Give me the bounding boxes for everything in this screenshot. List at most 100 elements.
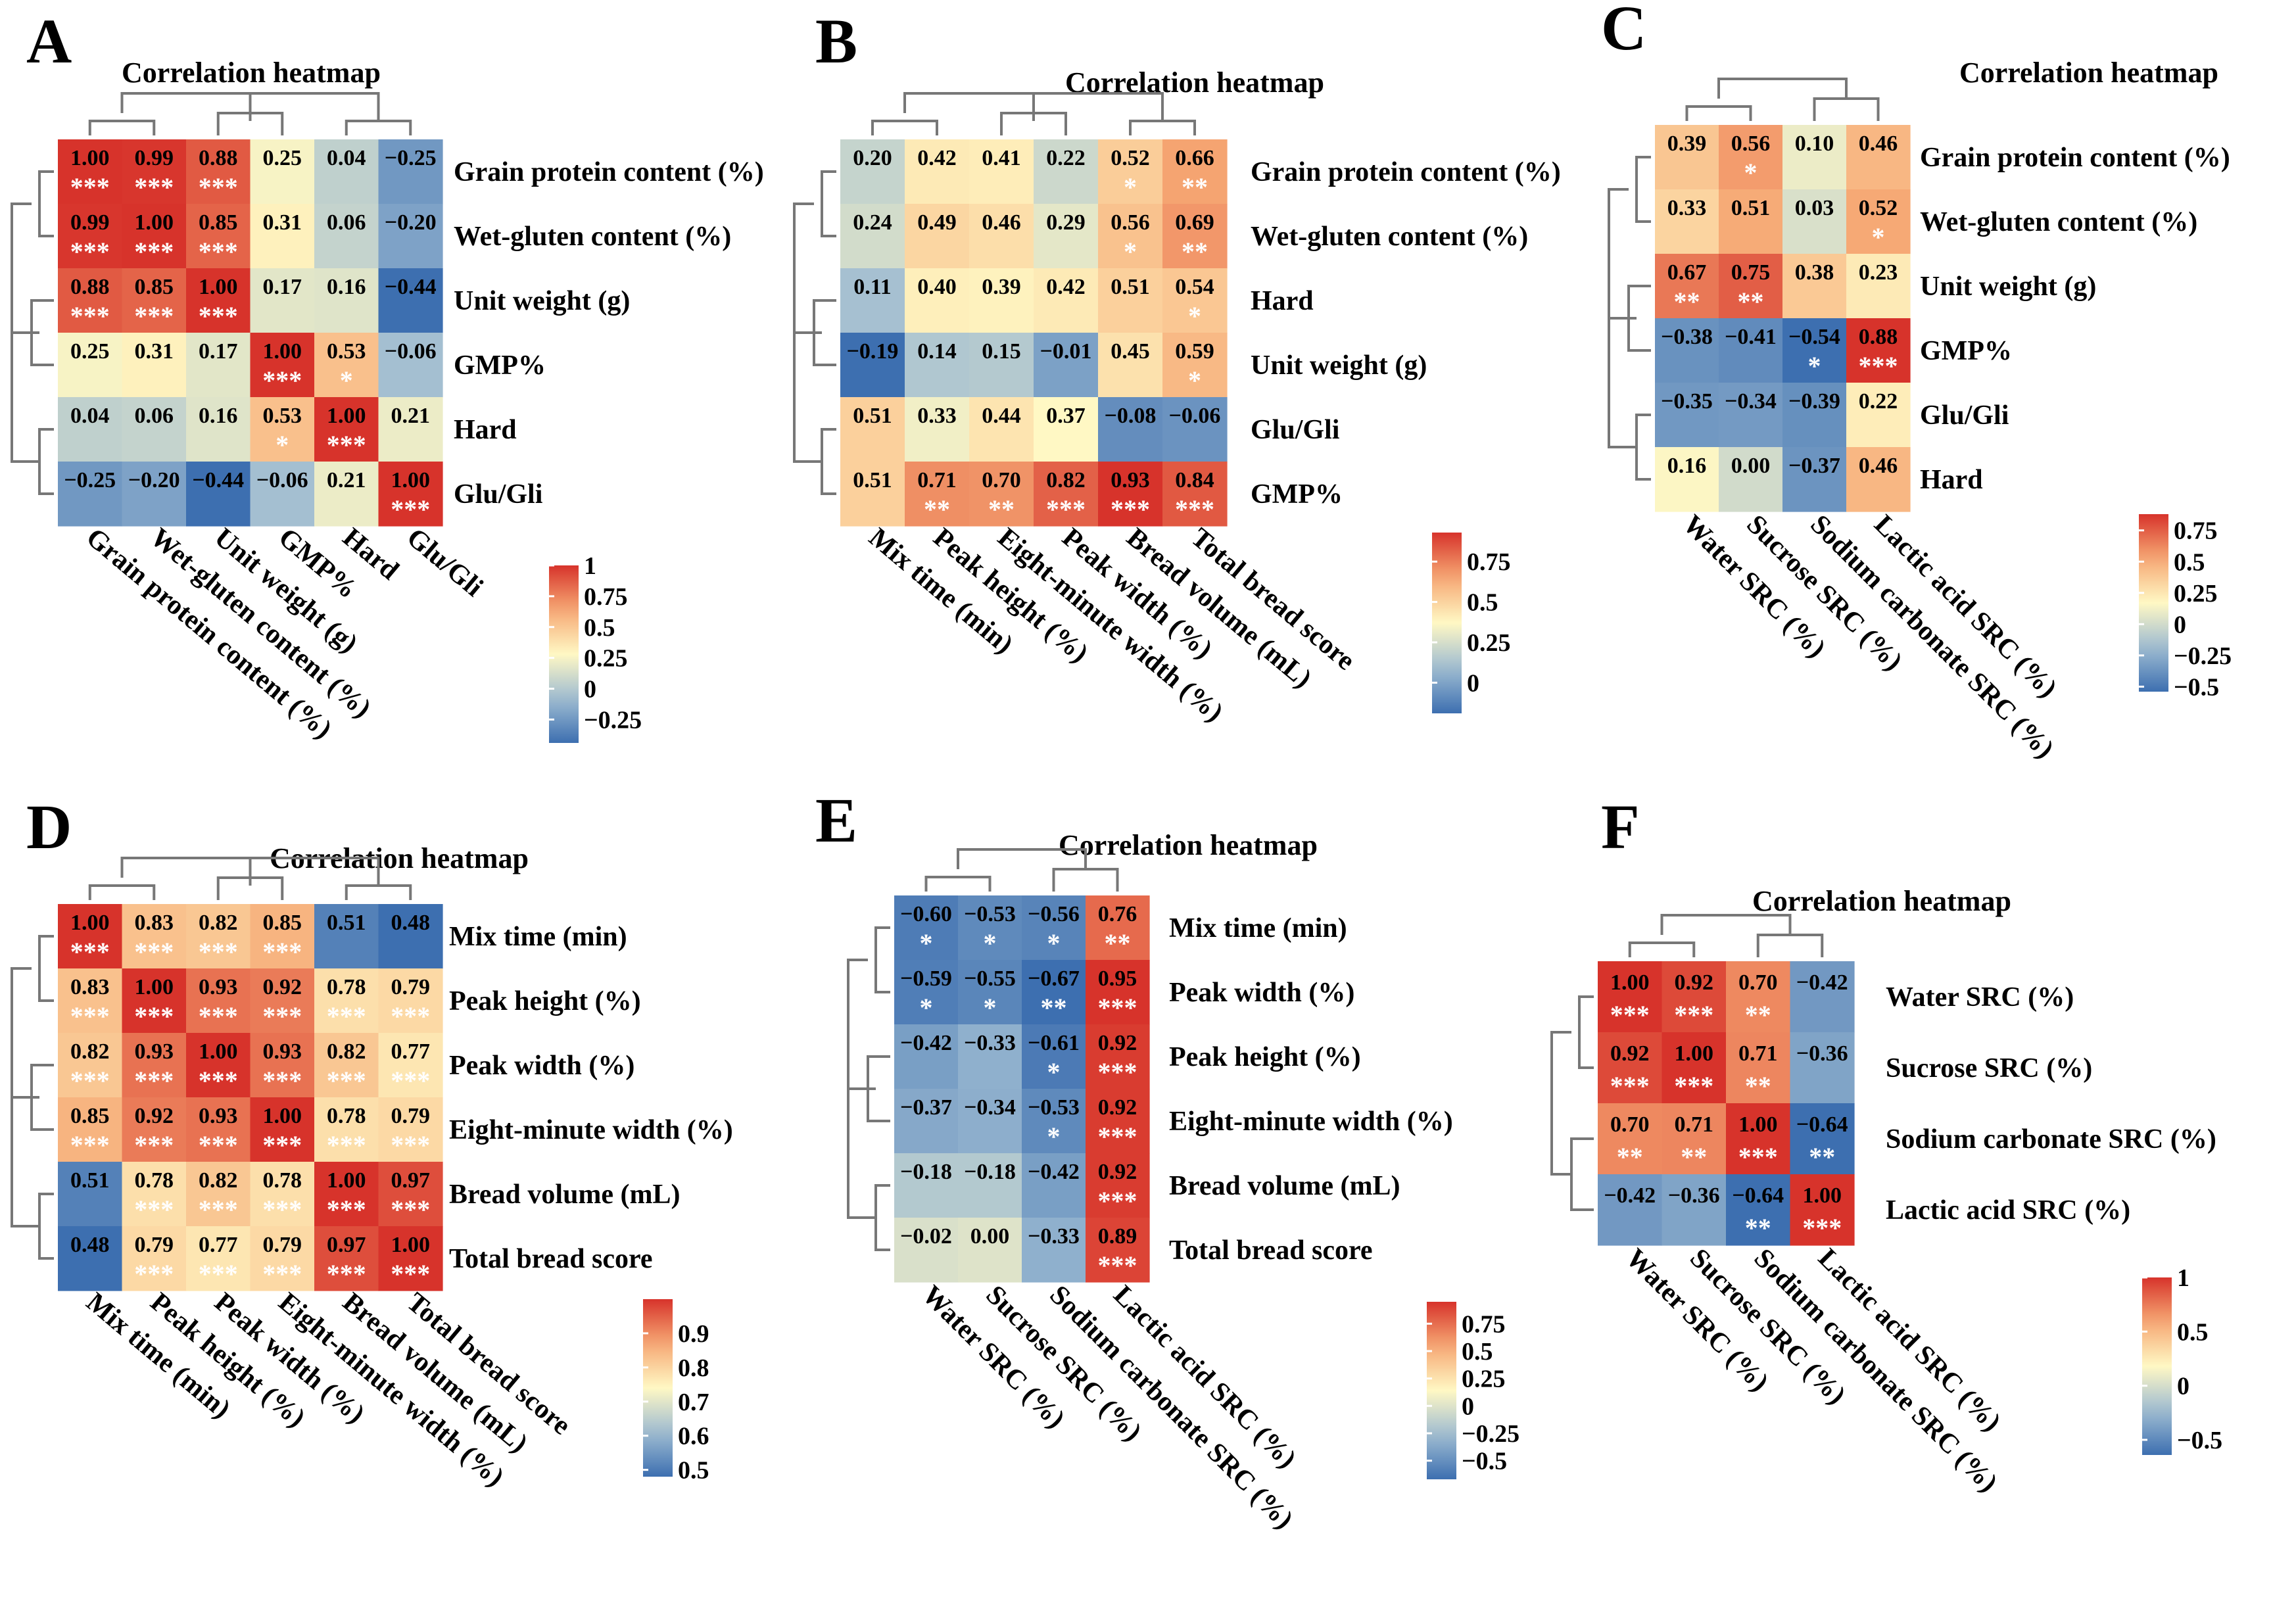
significance-stars: ** xyxy=(1182,237,1208,266)
cell-value-label: −0.64 xyxy=(1796,1112,1848,1137)
dendrogram-branch xyxy=(88,120,156,135)
cell-value-label: 0.11 xyxy=(853,275,892,299)
significance-stars: *** xyxy=(1046,494,1086,524)
dendrogram xyxy=(11,92,412,495)
heatmap-cell xyxy=(1034,333,1099,398)
significance-stars: *** xyxy=(262,937,302,966)
cell-value-label: −0.35 xyxy=(1661,389,1713,414)
cell-value-label: −0.06 xyxy=(1169,404,1221,428)
chart-title: Correlation heatmap xyxy=(1959,57,2218,89)
heatmap-cell xyxy=(958,1153,1022,1218)
row-label: Total bread score xyxy=(1169,1235,1373,1266)
significance-stars: *** xyxy=(134,1195,174,1224)
cell-value-label: 0.24 xyxy=(853,210,892,235)
row-label: Eight-minute width (%) xyxy=(1169,1107,1453,1137)
cell-value-label: 0.97 xyxy=(327,1233,366,1257)
legend-tick-label: 0.5 xyxy=(2174,548,2205,576)
panel-letter: A xyxy=(26,6,72,76)
significance-stars: ** xyxy=(1809,1142,1835,1172)
heatmap-cell xyxy=(250,1226,315,1291)
column-label: Sodium carbonate SRC (%) xyxy=(1748,1243,2003,1498)
legend-tick-label: 0 xyxy=(584,676,596,703)
heatmap-cell xyxy=(1790,1174,1855,1246)
heatmap-cell xyxy=(1022,1024,1086,1089)
cell-value-label: 0.70 xyxy=(1738,970,1778,995)
heatmap-cell xyxy=(894,960,959,1025)
row-label: Unit weight (g) xyxy=(454,286,630,316)
cell-value-label: 0.77 xyxy=(391,1039,431,1064)
cell-value-label: 0.40 xyxy=(917,275,957,299)
heatmap-cell xyxy=(378,1226,443,1291)
heatmap-cell xyxy=(894,1024,959,1089)
significance-stars: *** xyxy=(327,430,366,460)
chart-title: Correlation heatmap xyxy=(122,57,381,89)
cell-value-label: 0.23 xyxy=(1859,260,1898,285)
dendrogram-branch xyxy=(345,120,412,135)
heatmap-cell xyxy=(58,1097,123,1162)
heatmap-cell xyxy=(58,1226,123,1291)
row-label: Total bread score xyxy=(449,1244,653,1274)
heatmap-cell xyxy=(969,268,1034,333)
heatmap-cell xyxy=(905,333,970,398)
heatmap-cell xyxy=(58,268,123,333)
cell-value-label: 0.52 xyxy=(1859,196,1898,220)
heatmap-cell xyxy=(958,960,1022,1025)
heatmap-cell xyxy=(1098,139,1163,204)
heatmap-cell xyxy=(1162,397,1228,462)
cell-value-label: −0.42 xyxy=(1796,970,1848,995)
cell-value-label: −0.42 xyxy=(1604,1183,1656,1208)
heatmap-cell xyxy=(1846,383,1911,448)
cell-value-label: 0.03 xyxy=(1795,196,1834,220)
significance-stars: *** xyxy=(327,1001,366,1031)
cell-value-label: −0.18 xyxy=(964,1160,1016,1184)
cell-value-label: 1.00 xyxy=(263,339,302,364)
cell-value-label: 0.00 xyxy=(1731,454,1771,478)
cell-value-label: 0.48 xyxy=(70,1233,110,1257)
dendrogram-branch xyxy=(903,92,1035,113)
heatmap-cell xyxy=(1598,1103,1663,1175)
heatmap-cell xyxy=(894,1153,959,1218)
row-label: Hard xyxy=(1920,465,1983,495)
heatmap-cell xyxy=(1719,447,1783,512)
row-label: Grain protein content (%) xyxy=(1251,157,1561,187)
legend-tick-label: 0.6 xyxy=(678,1423,709,1450)
dendrogram-branch xyxy=(345,884,412,900)
cell-value-label: 0.21 xyxy=(391,404,431,428)
dendrogram-branch xyxy=(1578,995,1594,1069)
heatmap-cell xyxy=(186,268,251,333)
heatmap-cell xyxy=(1034,268,1099,333)
dendrogram-branch xyxy=(1635,414,1651,481)
significance-stars: *** xyxy=(391,1195,430,1224)
heatmap-cell xyxy=(905,397,970,462)
cell-value-label: 0.04 xyxy=(327,146,366,170)
significance-stars: ** xyxy=(1105,928,1131,958)
legend-tick-label: 0.5 xyxy=(2177,1318,2209,1346)
cell-value-label: −0.36 xyxy=(1796,1041,1848,1066)
heatmap-cell xyxy=(314,397,379,462)
cell-value-label: 1.00 xyxy=(1675,1041,1714,1066)
cell-value-label: 0.92 xyxy=(1675,970,1714,995)
heatmap-cell xyxy=(314,1097,379,1162)
row-label: Sucrose SRC (%) xyxy=(1886,1053,2092,1084)
cell-value-label: −0.02 xyxy=(900,1224,952,1249)
dendrogram-branch xyxy=(1608,188,1629,320)
significance-stars: ** xyxy=(1674,287,1700,316)
significance-stars: * xyxy=(1188,366,1201,395)
heatmap-cell xyxy=(186,1097,251,1162)
cell-value-label: 0.77 xyxy=(199,1233,238,1257)
significance-stars: *** xyxy=(199,301,238,331)
dendrogram-branch xyxy=(793,202,814,334)
heatmap-cell xyxy=(1662,1174,1727,1246)
heatmap-cell xyxy=(250,268,315,333)
significance-stars: *** xyxy=(327,1130,366,1160)
heatmap-cell xyxy=(969,462,1034,527)
significance-stars: ** xyxy=(1745,1071,1771,1101)
heatmap-cell xyxy=(250,462,315,527)
cell-value-label: 0.49 xyxy=(917,210,957,235)
significance-stars: * xyxy=(1047,1122,1061,1151)
significance-stars: * xyxy=(1124,237,1137,266)
legend-tick-label: 0.9 xyxy=(678,1320,709,1348)
significance-stars: *** xyxy=(70,1130,110,1160)
